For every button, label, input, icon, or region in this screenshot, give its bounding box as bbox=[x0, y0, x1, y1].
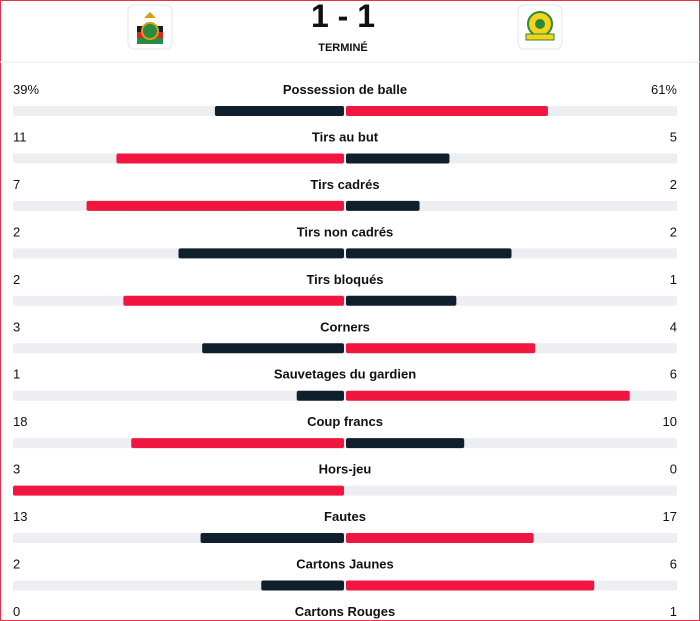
away-value: 61% bbox=[651, 82, 677, 97]
home-logo bbox=[127, 4, 173, 50]
away-value: 2 bbox=[670, 177, 677, 192]
home-value: 2 bbox=[13, 224, 20, 239]
away-value: 17 bbox=[663, 509, 677, 524]
stat-label: Tirs cadrés bbox=[310, 177, 379, 192]
home-bar bbox=[13, 485, 344, 496]
bar-track bbox=[13, 153, 677, 164]
home-value: 11 bbox=[13, 129, 27, 144]
away-value: 1 bbox=[670, 604, 677, 619]
home-bar bbox=[86, 200, 345, 211]
away-bar bbox=[346, 295, 457, 306]
away-value: 1 bbox=[670, 272, 677, 287]
stat-label: Corners bbox=[320, 319, 370, 334]
match-status: TERMINÉ bbox=[318, 41, 368, 54]
stat-label: Cartons Jaunes bbox=[296, 557, 394, 572]
stat-label: Coup francs bbox=[307, 414, 383, 429]
home-bar bbox=[202, 343, 344, 354]
bar-track bbox=[13, 343, 677, 354]
stat-label: Cartons Rouges bbox=[295, 604, 395, 619]
away-bar bbox=[346, 533, 534, 544]
stat-label: Sauvetages du gardien bbox=[274, 367, 416, 382]
away-bar bbox=[346, 580, 595, 591]
away-value: 6 bbox=[670, 367, 677, 382]
away-bar bbox=[346, 390, 630, 401]
home-value: 18 bbox=[13, 414, 27, 429]
home-value: 39% bbox=[13, 82, 39, 97]
stat-label: Fautes bbox=[324, 509, 366, 524]
bar-track bbox=[13, 533, 677, 544]
home-value: 7 bbox=[13, 177, 20, 192]
home-bar bbox=[261, 580, 344, 591]
home-value: 0 bbox=[13, 604, 20, 619]
home-bar bbox=[178, 248, 344, 259]
stat-label: Hors-jeu bbox=[319, 462, 372, 477]
stat-label: Tirs bloqués bbox=[306, 272, 383, 287]
away-bar bbox=[346, 438, 465, 449]
away-value: 0 bbox=[670, 462, 677, 477]
home-bar bbox=[116, 153, 344, 164]
away-value: 2 bbox=[670, 224, 677, 239]
away-value: 5 bbox=[670, 129, 677, 144]
home-value: 3 bbox=[13, 462, 20, 477]
away-bar bbox=[346, 343, 536, 354]
away-bar bbox=[346, 106, 548, 116]
home-bar bbox=[296, 390, 344, 401]
away-bar bbox=[346, 248, 512, 259]
stat-label: Possession de balle bbox=[283, 82, 407, 97]
bar-track bbox=[13, 106, 677, 116]
bar-track bbox=[13, 438, 677, 449]
home-bar bbox=[123, 295, 344, 306]
away-value: 6 bbox=[670, 557, 677, 572]
home-value: 13 bbox=[13, 509, 27, 524]
home-bar bbox=[131, 438, 344, 449]
home-value: 2 bbox=[13, 272, 20, 287]
away-value: 4 bbox=[670, 319, 677, 334]
stat-label: Tirs au but bbox=[312, 129, 379, 144]
away-bar bbox=[346, 200, 420, 211]
away-bar bbox=[346, 153, 450, 164]
bar-track bbox=[13, 295, 677, 306]
home-value: 2 bbox=[13, 557, 20, 572]
home-value: 3 bbox=[13, 319, 20, 334]
score: 1 - 1 bbox=[311, 0, 375, 34]
away-logo bbox=[517, 4, 563, 50]
home-bar bbox=[214, 106, 344, 116]
away-value: 10 bbox=[663, 414, 677, 429]
home-value: 1 bbox=[13, 367, 20, 382]
stat-label: Tirs non cadrés bbox=[297, 224, 394, 239]
bar-track bbox=[13, 248, 677, 259]
home-bar bbox=[200, 533, 344, 544]
